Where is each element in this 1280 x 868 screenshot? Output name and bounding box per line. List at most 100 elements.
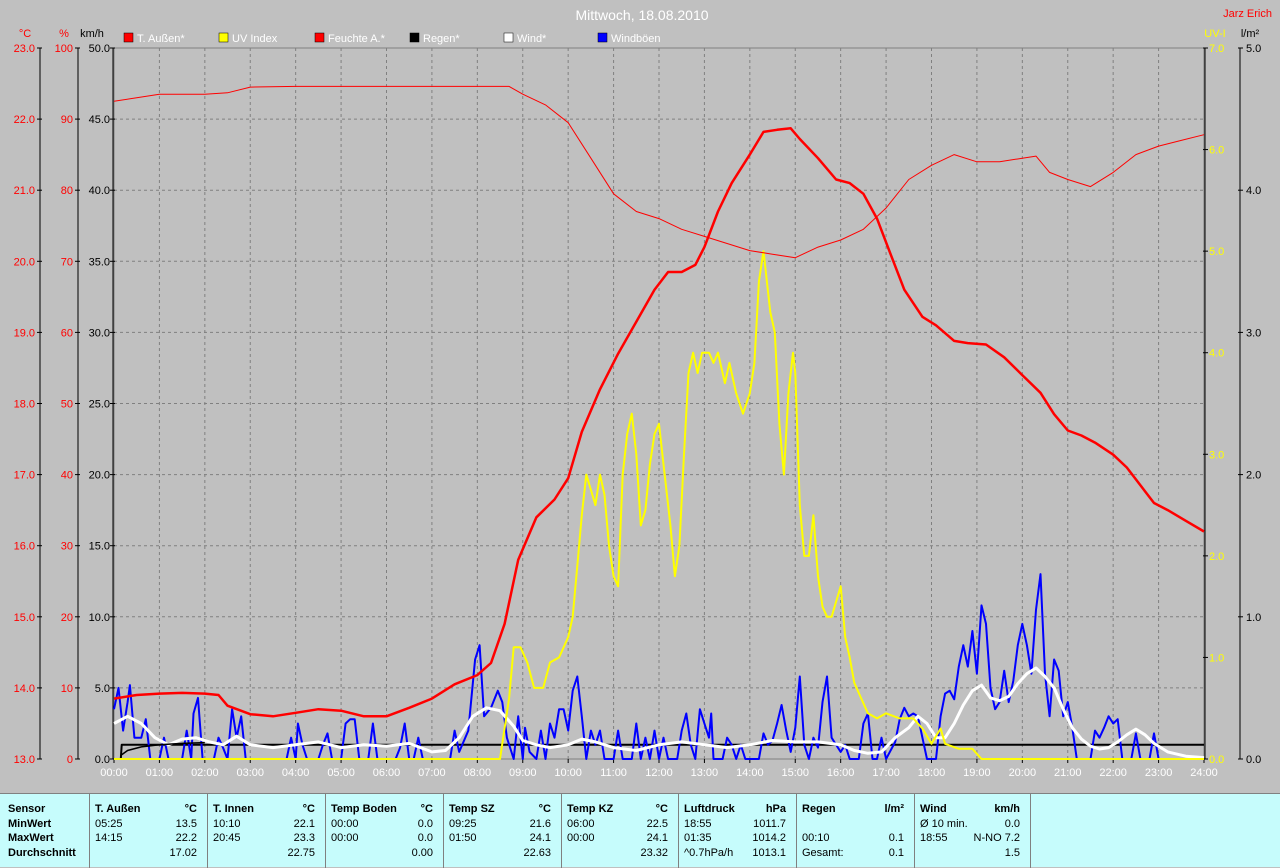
x-tick-label: 06:00: [373, 767, 401, 779]
x-tick-label: 24:00: [1190, 767, 1218, 779]
stats-section: T. Außen °C 05:25 13.5 14:15 22.2 17.02: [90, 794, 208, 868]
author-label: Jarz Erich: [1223, 8, 1272, 20]
hum-tick-label: 10: [61, 683, 73, 695]
stats-time: 18:55: [684, 818, 712, 830]
rain-tick-label: 4.0: [1246, 185, 1261, 197]
temp-tick-label: 14.0: [14, 683, 35, 695]
stats-value: 22.63: [523, 847, 551, 859]
stats-section: Temp Boden °C 00:00 0.0 00:00 0.0 0.00: [326, 794, 444, 868]
temp-start-curve: [120, 741, 205, 757]
stats-value: 13.5: [175, 818, 197, 830]
stats-time: 00:00: [331, 832, 359, 844]
stats-value: 22.1: [293, 818, 315, 830]
x-tick-label: 12:00: [645, 767, 673, 779]
hum-tick-label: 100: [55, 43, 73, 55]
axes: 00:00 01:00 02:00 03:00 04:00 05:00 06:00 07:00…: [14, 43, 1262, 779]
x-tick-label: 07:00: [418, 767, 446, 779]
temp-tick-label: 20.0: [14, 256, 35, 268]
unit-wind: km/h: [80, 28, 104, 40]
hum-tick-label: 80: [61, 185, 73, 197]
rain-tick-label: 2.0: [1246, 470, 1261, 482]
stats-value: 0.1: [888, 832, 904, 844]
stats-time: 20:45: [213, 832, 241, 844]
stats-time: 14:15: [95, 832, 123, 844]
x-tick-label: 23:00: [1145, 767, 1173, 779]
stats-time: 01:50: [449, 832, 477, 844]
wind-tick-label: 0.0: [95, 754, 110, 766]
unit-rain: l/m²: [1241, 28, 1260, 40]
x-tick-label: 02:00: [191, 767, 219, 779]
stats-section: Temp SZ °C 09:25 21.6 01:50 24.1 22.63: [444, 794, 562, 868]
series-layer: [113, 85, 1205, 760]
stats-value: 0.00: [411, 847, 433, 859]
x-tick-label: 19:00: [963, 767, 991, 779]
stats-time: 00:10: [802, 832, 830, 844]
stats-section-title: Temp Boden: [331, 803, 397, 815]
stats-section-title: Regen: [802, 803, 836, 815]
uv-tick-label: 1.0: [1209, 652, 1224, 664]
wind-tick-label: 45.0: [89, 114, 110, 126]
stats-section: Temp KZ °C 06:00 22.5 00:00 24.1 23.32: [562, 794, 679, 868]
legend-label: Regen*: [423, 33, 460, 45]
wind-tick-label: 50.0: [89, 43, 110, 55]
stats-section-title: Luftdruck: [684, 803, 735, 815]
x-tick-label: 21:00: [1054, 767, 1082, 779]
rain-tick-label: 1.0: [1246, 612, 1261, 624]
grid: [114, 48, 1204, 759]
stats-time: 09:25: [449, 818, 477, 830]
legend-swatch: [218, 32, 229, 43]
x-tick-label: 22:00: [1099, 767, 1127, 779]
uv-tick-label: 5.0: [1209, 246, 1224, 258]
wind-tick-label: 40.0: [89, 185, 110, 197]
x-tick-label: 14:00: [736, 767, 764, 779]
x-tick-label: 01:00: [146, 767, 174, 779]
hum-tick-label: 0: [67, 754, 73, 766]
x-tick-label: 16:00: [827, 767, 855, 779]
x-tick-label: 04:00: [282, 767, 310, 779]
stats-section: Wind km/h Ø 10 min. 0.0 18:55 N-NO 7.2 1.5: [915, 794, 1031, 868]
legend-label: Windböen: [611, 33, 661, 45]
wind-tick-label: 5.0: [95, 683, 110, 695]
stats-value: 21.6: [529, 818, 551, 830]
rain-tick-label: 5.0: [1246, 43, 1261, 55]
unit-uv: UV-I: [1204, 28, 1225, 40]
stats-time: 01:35: [684, 832, 712, 844]
uv-tick-label: 0.0: [1209, 754, 1224, 766]
stats-time: ^0.7hPa/h: [684, 847, 734, 859]
x-tick-label: 17:00: [872, 767, 900, 779]
rain-tick-label: 3.0: [1246, 327, 1261, 339]
stats-value: N-NO 7.2: [973, 832, 1020, 844]
stats-value: 1.5: [1004, 847, 1020, 859]
stats-time: 06:00: [567, 818, 595, 830]
stats-time: 00:00: [331, 818, 359, 830]
stats-time: Gesamt:: [802, 847, 844, 859]
stats-value: 24.1: [529, 832, 551, 844]
stats-time: 00:00: [567, 832, 595, 844]
series-line-windb-en: [113, 573, 1204, 760]
stats-section-title: Wind: [920, 803, 947, 815]
x-tick-label: 18:00: [918, 767, 946, 779]
series-line-feuchte-a: [113, 85, 1205, 259]
stats-row-label: Durchschnitt: [8, 847, 76, 859]
stats-section: Luftdruck hPa 18:55 1011.7 01:35 1014.2 ^0.7hP…: [679, 794, 797, 868]
stats-panel: Sensor MinWert MaxWert Durchschnitt T. Außen…: [0, 793, 1280, 868]
stats-value: 22.5: [646, 818, 668, 830]
uv-tick-label: 6.0: [1209, 145, 1224, 157]
stats-section-title: T. Innen: [213, 803, 254, 815]
temp-tick-label: 15.0: [14, 612, 35, 624]
chart-title: Mittwoch, 18.08.2010: [575, 7, 708, 23]
stats-section-unit: l/m²: [884, 803, 904, 815]
stats-section-unit: °C: [302, 803, 315, 815]
x-tick-label: 00:00: [100, 767, 128, 779]
hum-tick-label: 50: [61, 399, 73, 411]
x-tick-label: 03:00: [236, 767, 264, 779]
stats-value: 0.1: [888, 847, 904, 859]
uv-tick-label: 2.0: [1209, 551, 1224, 563]
stats-value: 0.0: [417, 832, 433, 844]
stats-section-unit: hPa: [765, 803, 786, 815]
stats-section-title: Temp SZ: [449, 803, 495, 815]
wind-tick-label: 20.0: [89, 470, 110, 482]
uv-tick-label: 7.0: [1209, 43, 1224, 55]
stats-time: Ø 10 min.: [920, 818, 968, 830]
stats-value: 1011.7: [753, 818, 786, 830]
